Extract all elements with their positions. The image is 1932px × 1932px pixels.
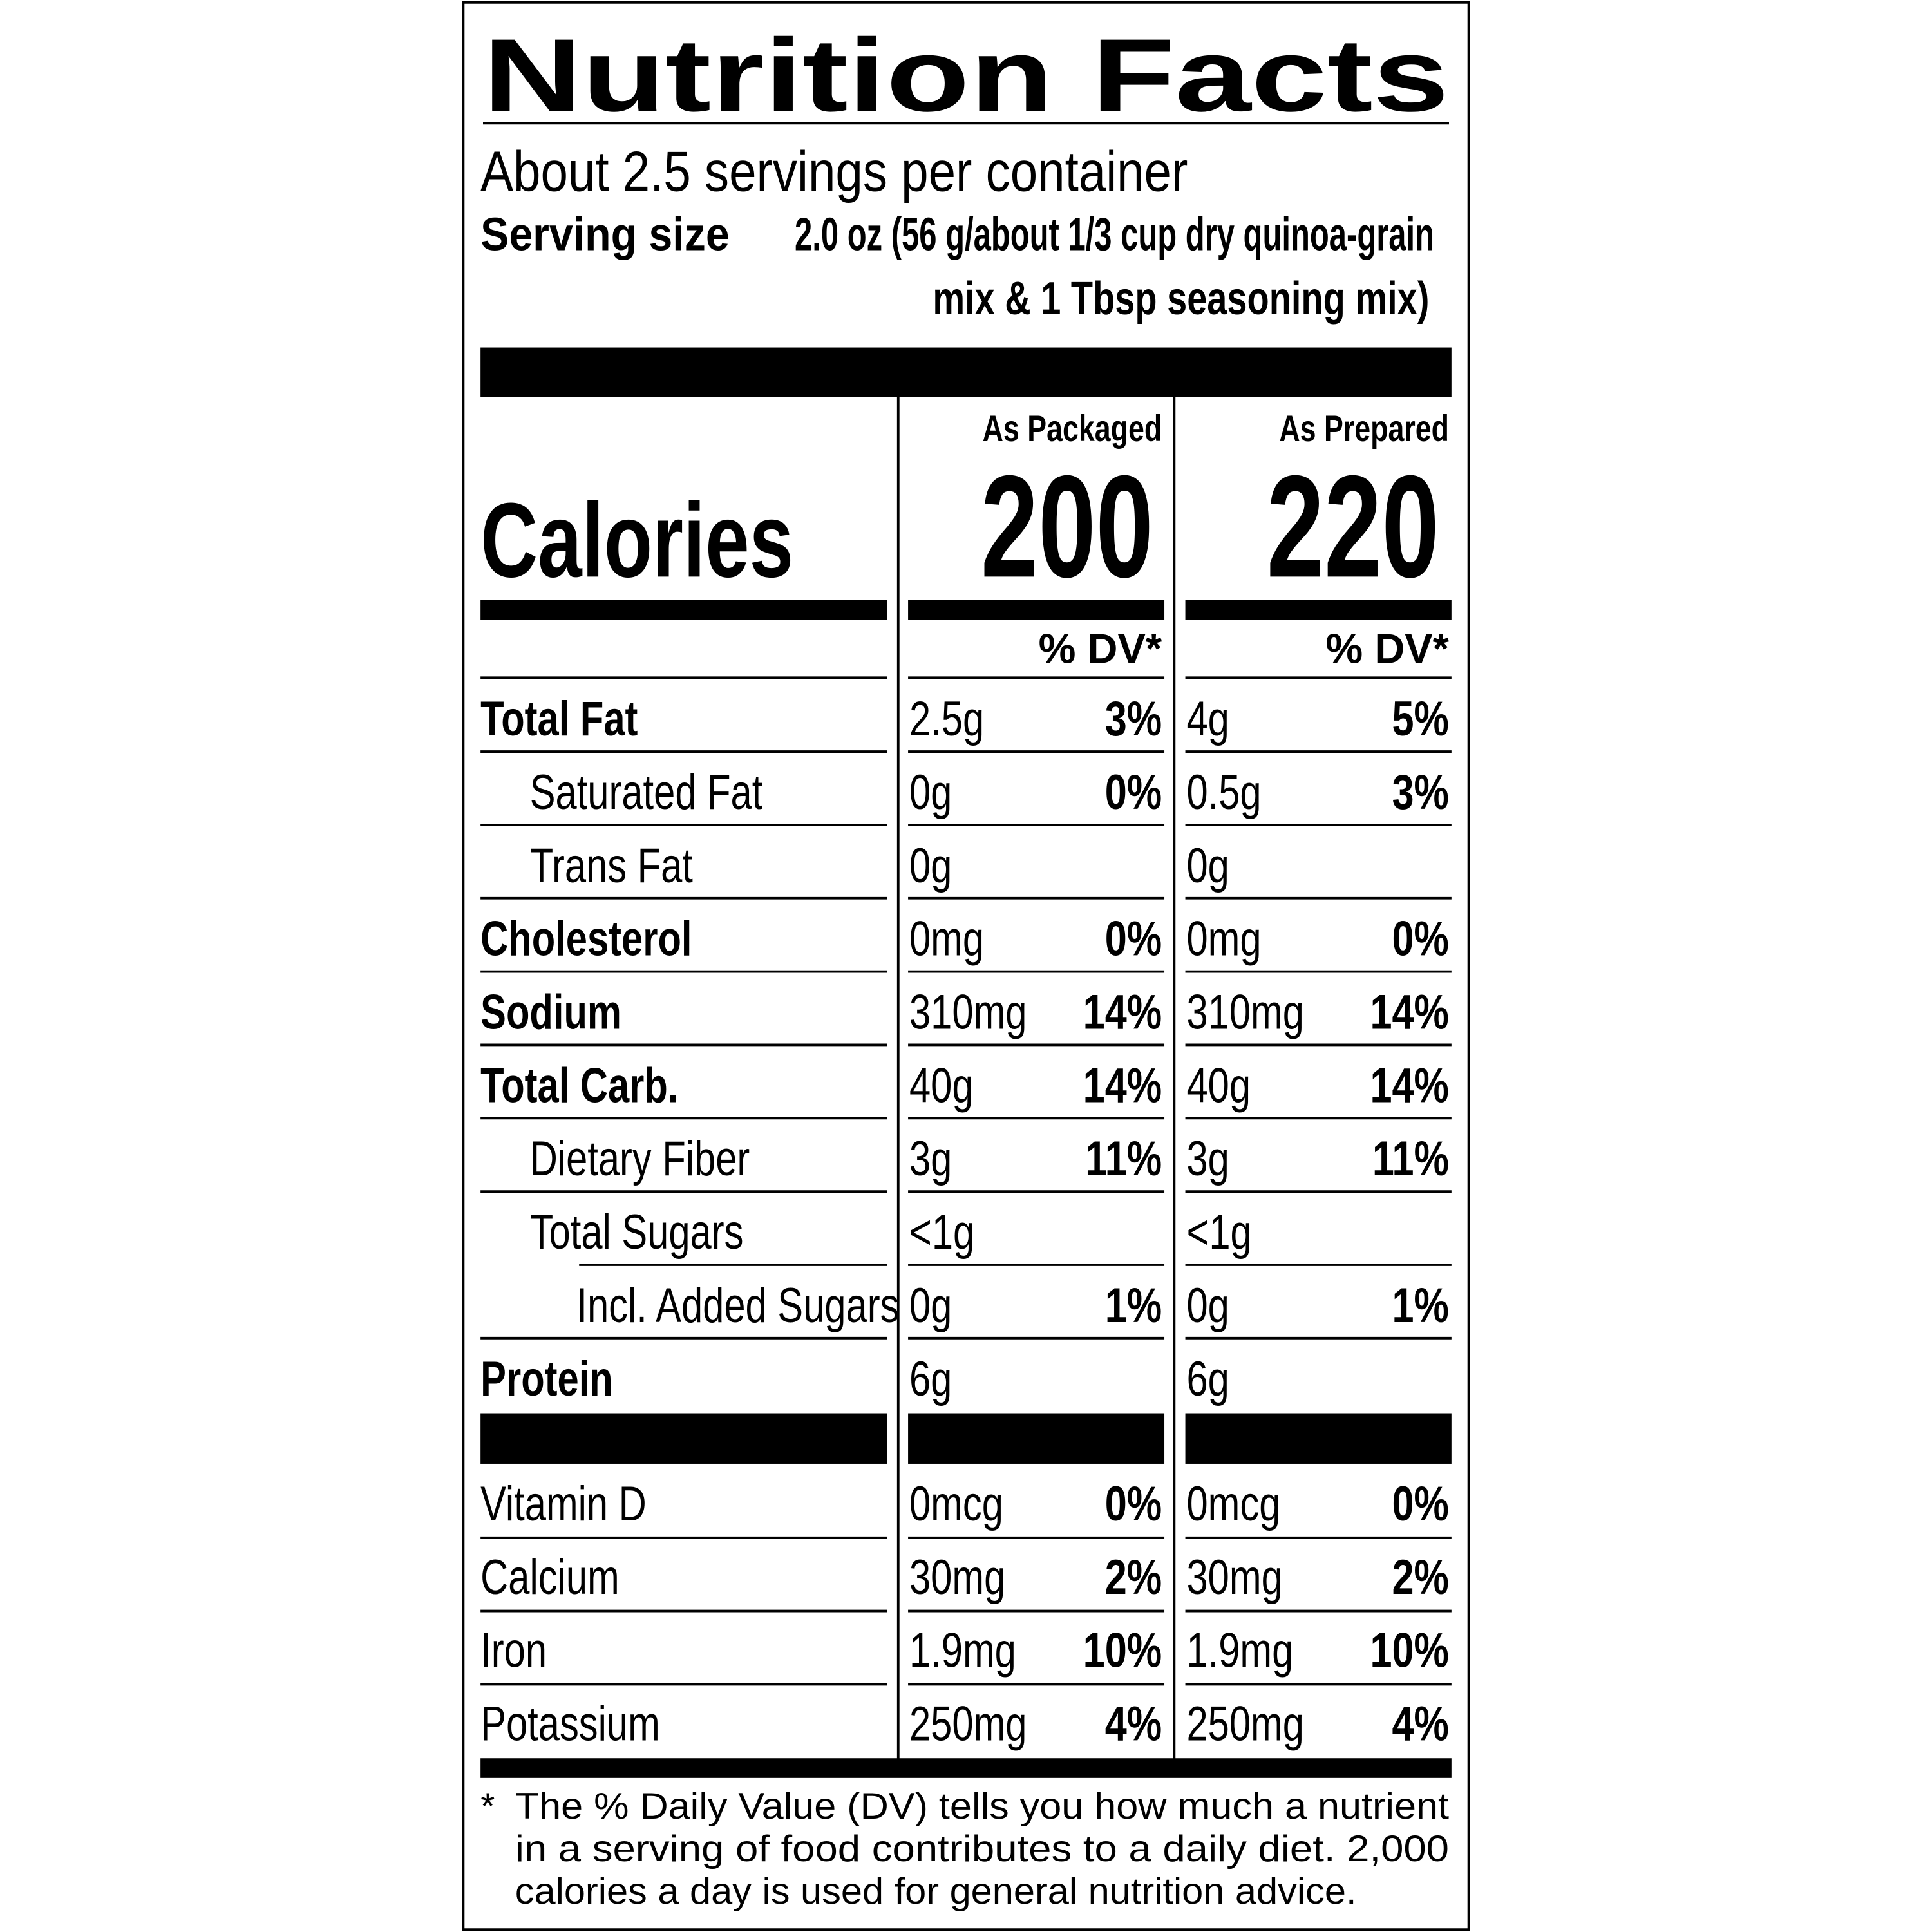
footnote-line: The % Daily Value (DV) tells you how muc… xyxy=(515,1786,1449,1827)
serving-size-value: mix & 1 Tbsp seasoning mix) xyxy=(933,272,1429,325)
nutrient-amount: 0.5g xyxy=(1186,765,1261,820)
nutrient-name: Saturated Fat xyxy=(530,765,763,820)
nutrient-amount: 40g xyxy=(909,1058,974,1113)
nutrient-amount: 30mg xyxy=(909,1550,1005,1605)
nutrient-amount: 3g xyxy=(909,1132,952,1186)
dv-header: % DV* xyxy=(1325,625,1449,672)
nutrient-name: Total Fat xyxy=(480,692,638,746)
nutrient-amount: 4g xyxy=(1186,692,1229,746)
calories-value: 220 xyxy=(1267,445,1439,607)
daily-value: 3% xyxy=(1392,765,1449,820)
nutrient-amount: 1.9mg xyxy=(1186,1624,1293,1678)
daily-value: 11% xyxy=(1085,1132,1162,1186)
daily-value: 0% xyxy=(1105,1477,1162,1531)
nutrient-amount: 1.9mg xyxy=(909,1624,1016,1678)
nutrient-name: Iron xyxy=(480,1624,547,1678)
daily-value: 0% xyxy=(1392,1477,1449,1531)
thick-bar xyxy=(908,1413,1165,1464)
nutrient-name: Potassium xyxy=(480,1696,660,1751)
daily-value: 14% xyxy=(1370,1058,1449,1113)
nutrient-amount: <1g xyxy=(909,1205,974,1260)
nutrient-amount: 0mg xyxy=(1186,912,1261,967)
daily-value: 14% xyxy=(1370,985,1449,1040)
nutrient-amount: 40g xyxy=(1186,1058,1251,1113)
nutrient-amount: 2.5g xyxy=(909,692,984,746)
daily-value: 0% xyxy=(1105,912,1162,967)
nutrient-amount: 30mg xyxy=(1186,1550,1282,1605)
calories-value: 200 xyxy=(981,445,1153,607)
calories-label: Calories xyxy=(480,480,793,599)
column-header: As Prepared xyxy=(1279,408,1449,450)
nutrient-name: Total Sugars xyxy=(530,1205,744,1260)
nutrient-amount: 250mg xyxy=(909,1696,1027,1751)
nutrient-name: Trans Fat xyxy=(530,838,693,893)
daily-value: 11% xyxy=(1372,1132,1449,1186)
daily-value: 14% xyxy=(1083,1058,1162,1113)
calorie-bar xyxy=(908,600,1165,620)
nutrient-amount: 0g xyxy=(909,1278,952,1333)
calorie-bar xyxy=(1185,600,1452,620)
nutrient-amount: <1g xyxy=(1186,1205,1251,1260)
nutrient-amount: 0g xyxy=(909,765,952,820)
daily-value: 4% xyxy=(1392,1696,1449,1751)
daily-value: 4% xyxy=(1105,1696,1162,1751)
footnote-line: in a serving of food contributes to a da… xyxy=(515,1828,1449,1870)
footnote-mark: * xyxy=(480,1786,495,1827)
daily-value: 10% xyxy=(1370,1624,1449,1678)
nutrient-amount: 0mcg xyxy=(909,1477,1003,1531)
serving-size-value: 2.0 oz (56 g/about 1/3 cup dry quinoa-gr… xyxy=(795,208,1434,260)
daily-value: 1% xyxy=(1105,1278,1162,1333)
daily-value: 10% xyxy=(1083,1624,1162,1678)
daily-value: 14% xyxy=(1083,985,1162,1040)
nutrient-amount: 0mcg xyxy=(1186,1477,1280,1531)
dv-header: % DV* xyxy=(1039,625,1162,672)
nutrient-amount: 0g xyxy=(1186,1278,1229,1333)
nutrient-name: Incl. Added Sugars xyxy=(576,1278,899,1333)
servings: About 2.5 servings per container xyxy=(480,140,1188,204)
daily-value: 5% xyxy=(1392,692,1449,746)
calorie-bar xyxy=(480,600,887,620)
thick-bar xyxy=(480,1413,887,1464)
nutrient-name: Sodium xyxy=(480,985,621,1040)
nutrient-amount: 6g xyxy=(909,1352,952,1406)
daily-value: 0% xyxy=(1105,765,1162,820)
nutrient-amount: 0g xyxy=(1186,838,1229,893)
nutrient-name: Total Carb. xyxy=(480,1058,678,1113)
daily-value: 1% xyxy=(1392,1278,1449,1333)
nutrient-amount: 0g xyxy=(909,838,952,893)
thick-bar xyxy=(480,1758,1452,1778)
nutrient-amount: 6g xyxy=(1186,1352,1229,1406)
label-border xyxy=(462,1,1470,1931)
nutrient-amount: 310mg xyxy=(909,985,1027,1040)
nutrient-amount: 3g xyxy=(1186,1132,1229,1186)
daily-value: 0% xyxy=(1392,912,1449,967)
serving-size-label: Serving size xyxy=(480,208,729,260)
nutrient-name: Vitamin D xyxy=(480,1477,647,1531)
nutrient-name: Cholesterol xyxy=(480,912,692,967)
thick-bar xyxy=(480,347,1452,397)
title: Nutrition Facts xyxy=(483,18,1449,133)
daily-value: 2% xyxy=(1392,1550,1449,1605)
nutrient-amount: 310mg xyxy=(1186,985,1303,1040)
column-header: As Packaged xyxy=(983,408,1162,450)
nutrient-name: Dietary Fiber xyxy=(530,1132,750,1186)
thick-bar xyxy=(1185,1413,1452,1464)
nutrient-amount: 250mg xyxy=(1186,1696,1303,1751)
footnote-line: calories a day is used for general nutri… xyxy=(515,1871,1357,1912)
nutrient-name: Calcium xyxy=(480,1550,620,1605)
daily-value: 2% xyxy=(1105,1550,1162,1605)
daily-value: 3% xyxy=(1105,692,1162,746)
nutrient-amount: 0mg xyxy=(909,912,984,967)
nutrient-name: Protein xyxy=(480,1352,613,1406)
